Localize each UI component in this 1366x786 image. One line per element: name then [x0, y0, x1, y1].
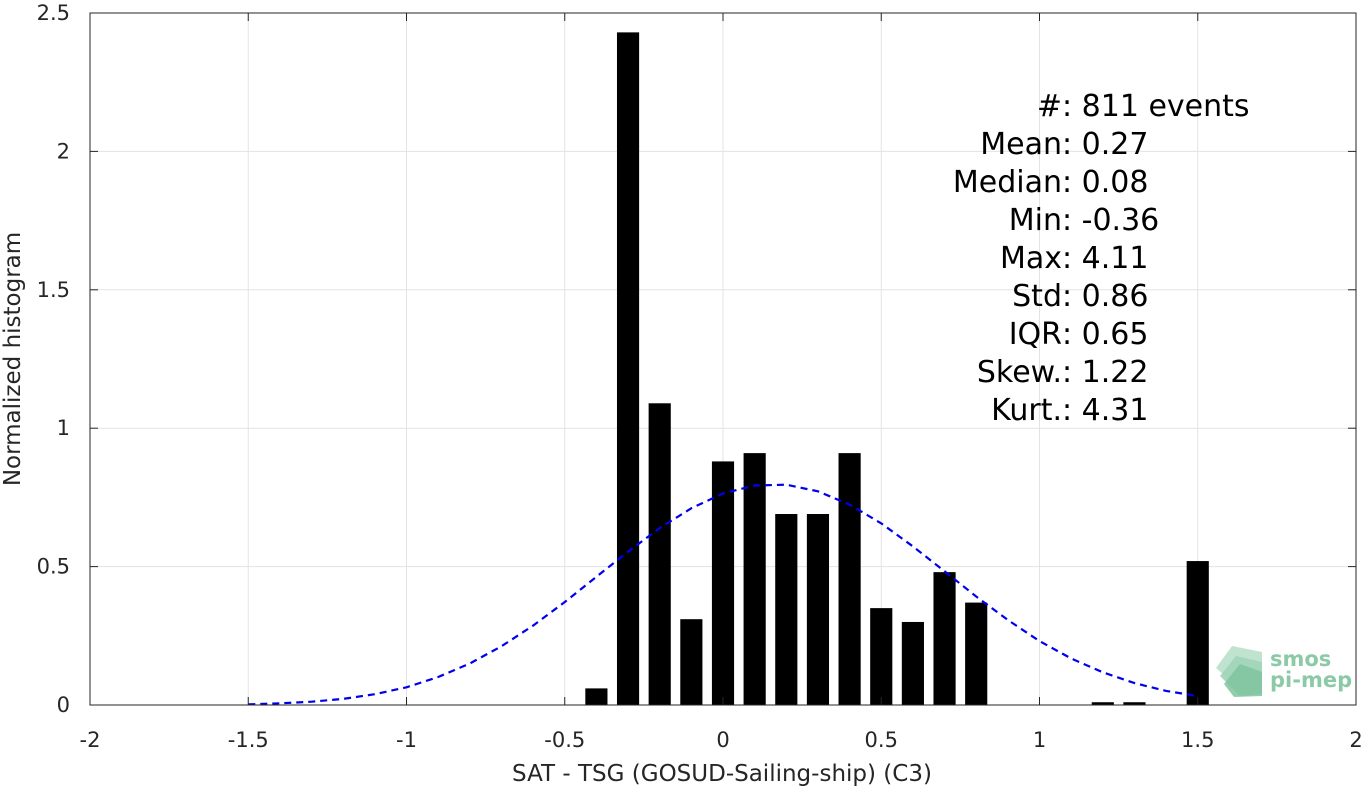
x-tick-label: 0.5 [865, 728, 898, 752]
histogram-bar [965, 602, 988, 705]
tick-labels: -2 -1.5 -1 -0.5 0 0.5 1 1.5 2 0 0.5 1 1.5 2 2.5 [37, 1, 1363, 752]
histogram-bar [616, 32, 640, 706]
histogram-bar [680, 619, 703, 705]
y-tick-label: 2 [57, 139, 70, 163]
x-tick-label: -2 [80, 728, 101, 752]
y-tick-label: 1.5 [37, 278, 70, 302]
stat-value: : 811 events [1062, 89, 1250, 124]
x-tick-label: -0.5 [544, 728, 585, 752]
histogram-bar [806, 514, 830, 705]
histogram-bar [901, 621, 924, 705]
y-tick-label: 0.5 [37, 555, 70, 579]
x-tick-label: 2 [1349, 728, 1362, 752]
stat-label: Skew. [977, 355, 1062, 390]
histogram-bars [585, 32, 1209, 706]
logo-mark-icon [1216, 646, 1262, 697]
gaussian-fit-curve [248, 483, 1198, 706]
histogram-bar [1091, 702, 1114, 705]
stat-label: Mean [980, 127, 1062, 162]
histogram-bar [711, 461, 735, 705]
x-tick-label: -1.5 [228, 728, 269, 752]
stat-label: Min [1009, 203, 1062, 238]
histogram-bar [1123, 702, 1146, 705]
y-tick-label: 2.5 [37, 1, 70, 25]
x-tick-label: -1 [396, 728, 417, 752]
stat-value: : 4.31 [1062, 393, 1148, 428]
stat-value: : 0.27 [1062, 127, 1148, 162]
x-tick-label: 0 [716, 728, 729, 752]
histogram-bar [743, 453, 766, 705]
stat-label: Median [953, 165, 1062, 200]
stat-label: # [1037, 89, 1062, 124]
stat-value: : 4.11 [1062, 241, 1148, 276]
stat-value: : 0.08 [1062, 165, 1148, 200]
y-tick-label: 0 [57, 693, 70, 717]
stat-value: : 1.22 [1062, 355, 1148, 390]
histogram-bar [1186, 561, 1209, 705]
stat-label: IQR [1009, 317, 1062, 352]
stat-label: Std [1012, 279, 1062, 314]
stat-label: Kurt. [991, 393, 1062, 428]
fit-curve-layer [248, 483, 1198, 706]
histogram-bar [933, 572, 956, 705]
smos-pi-mep-logo: smos pi-mep [1216, 646, 1352, 697]
logo-text-smos: smos [1270, 647, 1331, 671]
y-tick-label: 1 [57, 416, 70, 440]
x-tick-label: 1.5 [1181, 728, 1214, 752]
histogram-bar [870, 608, 893, 705]
axes [89, 12, 1357, 706]
histogram-bar [648, 403, 671, 705]
histogram-bar [585, 688, 608, 705]
logo-text-pimep: pi-mep [1270, 668, 1352, 692]
stat-value: : 0.86 [1062, 279, 1148, 314]
histogram-bar [775, 514, 798, 705]
y-axis-label: Normalized histogram [0, 232, 26, 486]
x-tick-label: 1 [1033, 728, 1046, 752]
x-axis-label: SAT - TSG (GOSUD-Sailing-ship) (C3) [512, 761, 932, 786]
stat-value: : 0.65 [1062, 317, 1148, 352]
histogram-bar [838, 453, 861, 705]
stat-label: Max [1000, 241, 1062, 276]
stat-value: : -0.36 [1062, 203, 1159, 238]
